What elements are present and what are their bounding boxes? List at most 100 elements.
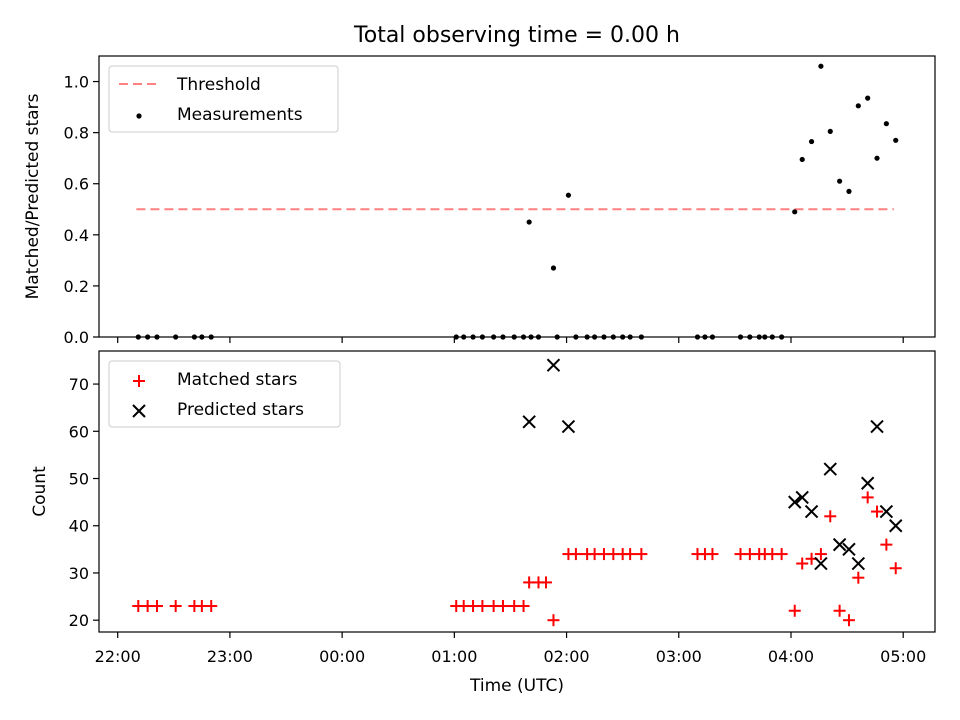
bottom-legend: Matched stars Predicted stars <box>108 360 341 428</box>
top-y-axis-label: Matched/Predicted stars <box>23 93 43 299</box>
predicted-star-stroke-b <box>814 556 828 571</box>
bottom-y-ticks: 20 30 40 50 60 70 <box>69 375 99 630</box>
predicted-star-stroke-b <box>823 462 837 476</box>
measurement-point <box>799 156 805 163</box>
predicted-star-point <box>561 419 576 434</box>
bottom-y-tick-label: 70 <box>69 375 89 394</box>
top-y-tick-label: 0.4 <box>64 226 89 245</box>
predicted-star-stroke-b <box>889 519 903 533</box>
x-tick-label: 22:00 <box>95 647 141 666</box>
matched-star-point <box>547 614 560 627</box>
matched-stars-legend-swatch <box>133 375 145 387</box>
matched-star-point <box>880 538 893 551</box>
matched-star-point <box>169 600 182 613</box>
predicted-star-point <box>522 415 536 429</box>
measurement-point <box>893 137 899 143</box>
predicted-star-point <box>823 462 837 476</box>
predicted-stars-legend-label: Predicted stars <box>177 400 304 420</box>
x-tick-label: 05:00 <box>880 647 926 666</box>
predicted-star-stroke-b <box>522 415 536 429</box>
predicted-stars-legend-swatch <box>132 404 146 418</box>
matched-star-point <box>788 604 801 617</box>
predicted-star-point <box>546 358 561 372</box>
predicted-star-point <box>851 556 866 571</box>
top-x-ticks <box>117 337 904 343</box>
matched-star-point <box>796 557 809 570</box>
x-tick-label: 01:00 <box>431 647 477 666</box>
x-tick-label: 00:00 <box>319 647 365 666</box>
matched-star-point <box>889 562 902 575</box>
measurement-point <box>874 155 880 161</box>
bottom-plot-frame <box>98 350 936 633</box>
matched-star-point <box>539 576 552 589</box>
predicted-star-point <box>879 504 894 519</box>
predicted-star-stroke-b <box>546 358 561 372</box>
predicted-star-stroke-b <box>860 476 875 490</box>
predicted-star-stroke-b <box>788 495 802 509</box>
predicted-star-stroke-b <box>561 419 576 434</box>
x-tick-label: 23:00 <box>207 647 253 666</box>
x-tick-label: 02:00 <box>544 647 590 666</box>
top-y-tick-label: 0.8 <box>64 124 89 143</box>
measurement-point <box>526 219 532 225</box>
predicted-star-stroke-b <box>842 542 856 557</box>
matched-star-point <box>861 491 874 504</box>
bottom-y-tick-label: 30 <box>69 564 89 583</box>
bottom-x-ticks: 22:00 23:00 00:00 01:00 02:00 03:00 04:00 05:00 <box>95 632 926 666</box>
matched-star-point <box>150 600 163 613</box>
top-chart-title: Total observing time = 0.00 h <box>353 23 680 48</box>
top-legend: Threshold Measurements <box>108 65 339 133</box>
measurement-point <box>837 178 843 184</box>
predicted-star-point <box>889 519 903 533</box>
predicted-star-point <box>814 556 828 571</box>
predicted-star-point <box>788 495 802 509</box>
matched-star-point <box>706 548 719 561</box>
measurements-legend-label: Measurements <box>177 105 303 125</box>
matched-star-point <box>205 600 218 613</box>
predicted-star-stroke-b <box>870 419 884 434</box>
measurement-point <box>846 188 852 194</box>
predicted-star-stroke-b <box>879 504 894 519</box>
matched-stars-series <box>132 491 902 627</box>
bottom-chart: 20 30 40 50 60 70 22:00 23:00 00:00 01:00 02:00 03… <box>30 350 936 696</box>
measurement-point <box>818 63 824 69</box>
top-y-tick-label: 1.0 <box>64 73 89 92</box>
bottom-y-tick-label: 50 <box>69 470 89 489</box>
predicted-stars-series <box>522 358 903 571</box>
measurement-point <box>883 121 889 127</box>
measurement-point <box>808 138 815 145</box>
top-y-ticks: 0.0 0.2 0.4 0.6 0.8 1.0 <box>64 73 99 347</box>
top-plot-frame <box>98 55 936 338</box>
measurement-point <box>855 103 861 109</box>
matched-star-point <box>775 548 788 561</box>
measurements-legend-swatch <box>136 113 142 119</box>
x-axis-label: Time (UTC) <box>469 676 564 696</box>
matched-star-point <box>814 548 827 561</box>
matched-star-point <box>824 510 837 523</box>
matched-star-point <box>517 600 530 613</box>
predicted-star-point <box>832 537 847 552</box>
predicted-star-stroke-b <box>795 490 809 505</box>
bottom-y-tick-label: 20 <box>69 611 89 630</box>
predicted-star-stroke-b <box>832 537 847 552</box>
matched-star-point <box>842 614 855 627</box>
predicted-star-stroke-b <box>851 556 866 571</box>
measurement-point <box>792 209 798 215</box>
measurement-point <box>550 265 557 271</box>
bottom-y-tick-label: 60 <box>69 422 89 441</box>
predicted-star-point <box>860 476 875 490</box>
predicted-star-point <box>795 490 809 505</box>
matched-star-point <box>635 548 648 561</box>
predicted-star-point <box>804 504 819 519</box>
matched-star-point <box>476 600 489 613</box>
bottom-y-tick-label: 40 <box>69 517 89 536</box>
matched-star-point <box>496 600 509 613</box>
x-tick-label: 03:00 <box>656 647 702 666</box>
matched-star-point <box>871 505 884 518</box>
matched-star-point <box>833 604 846 617</box>
predicted-star-point <box>870 419 884 434</box>
predicted-star-stroke-b <box>804 504 819 519</box>
top-y-tick-label: 0.2 <box>64 277 89 296</box>
bottom-y-axis-label: Count <box>30 466 50 517</box>
